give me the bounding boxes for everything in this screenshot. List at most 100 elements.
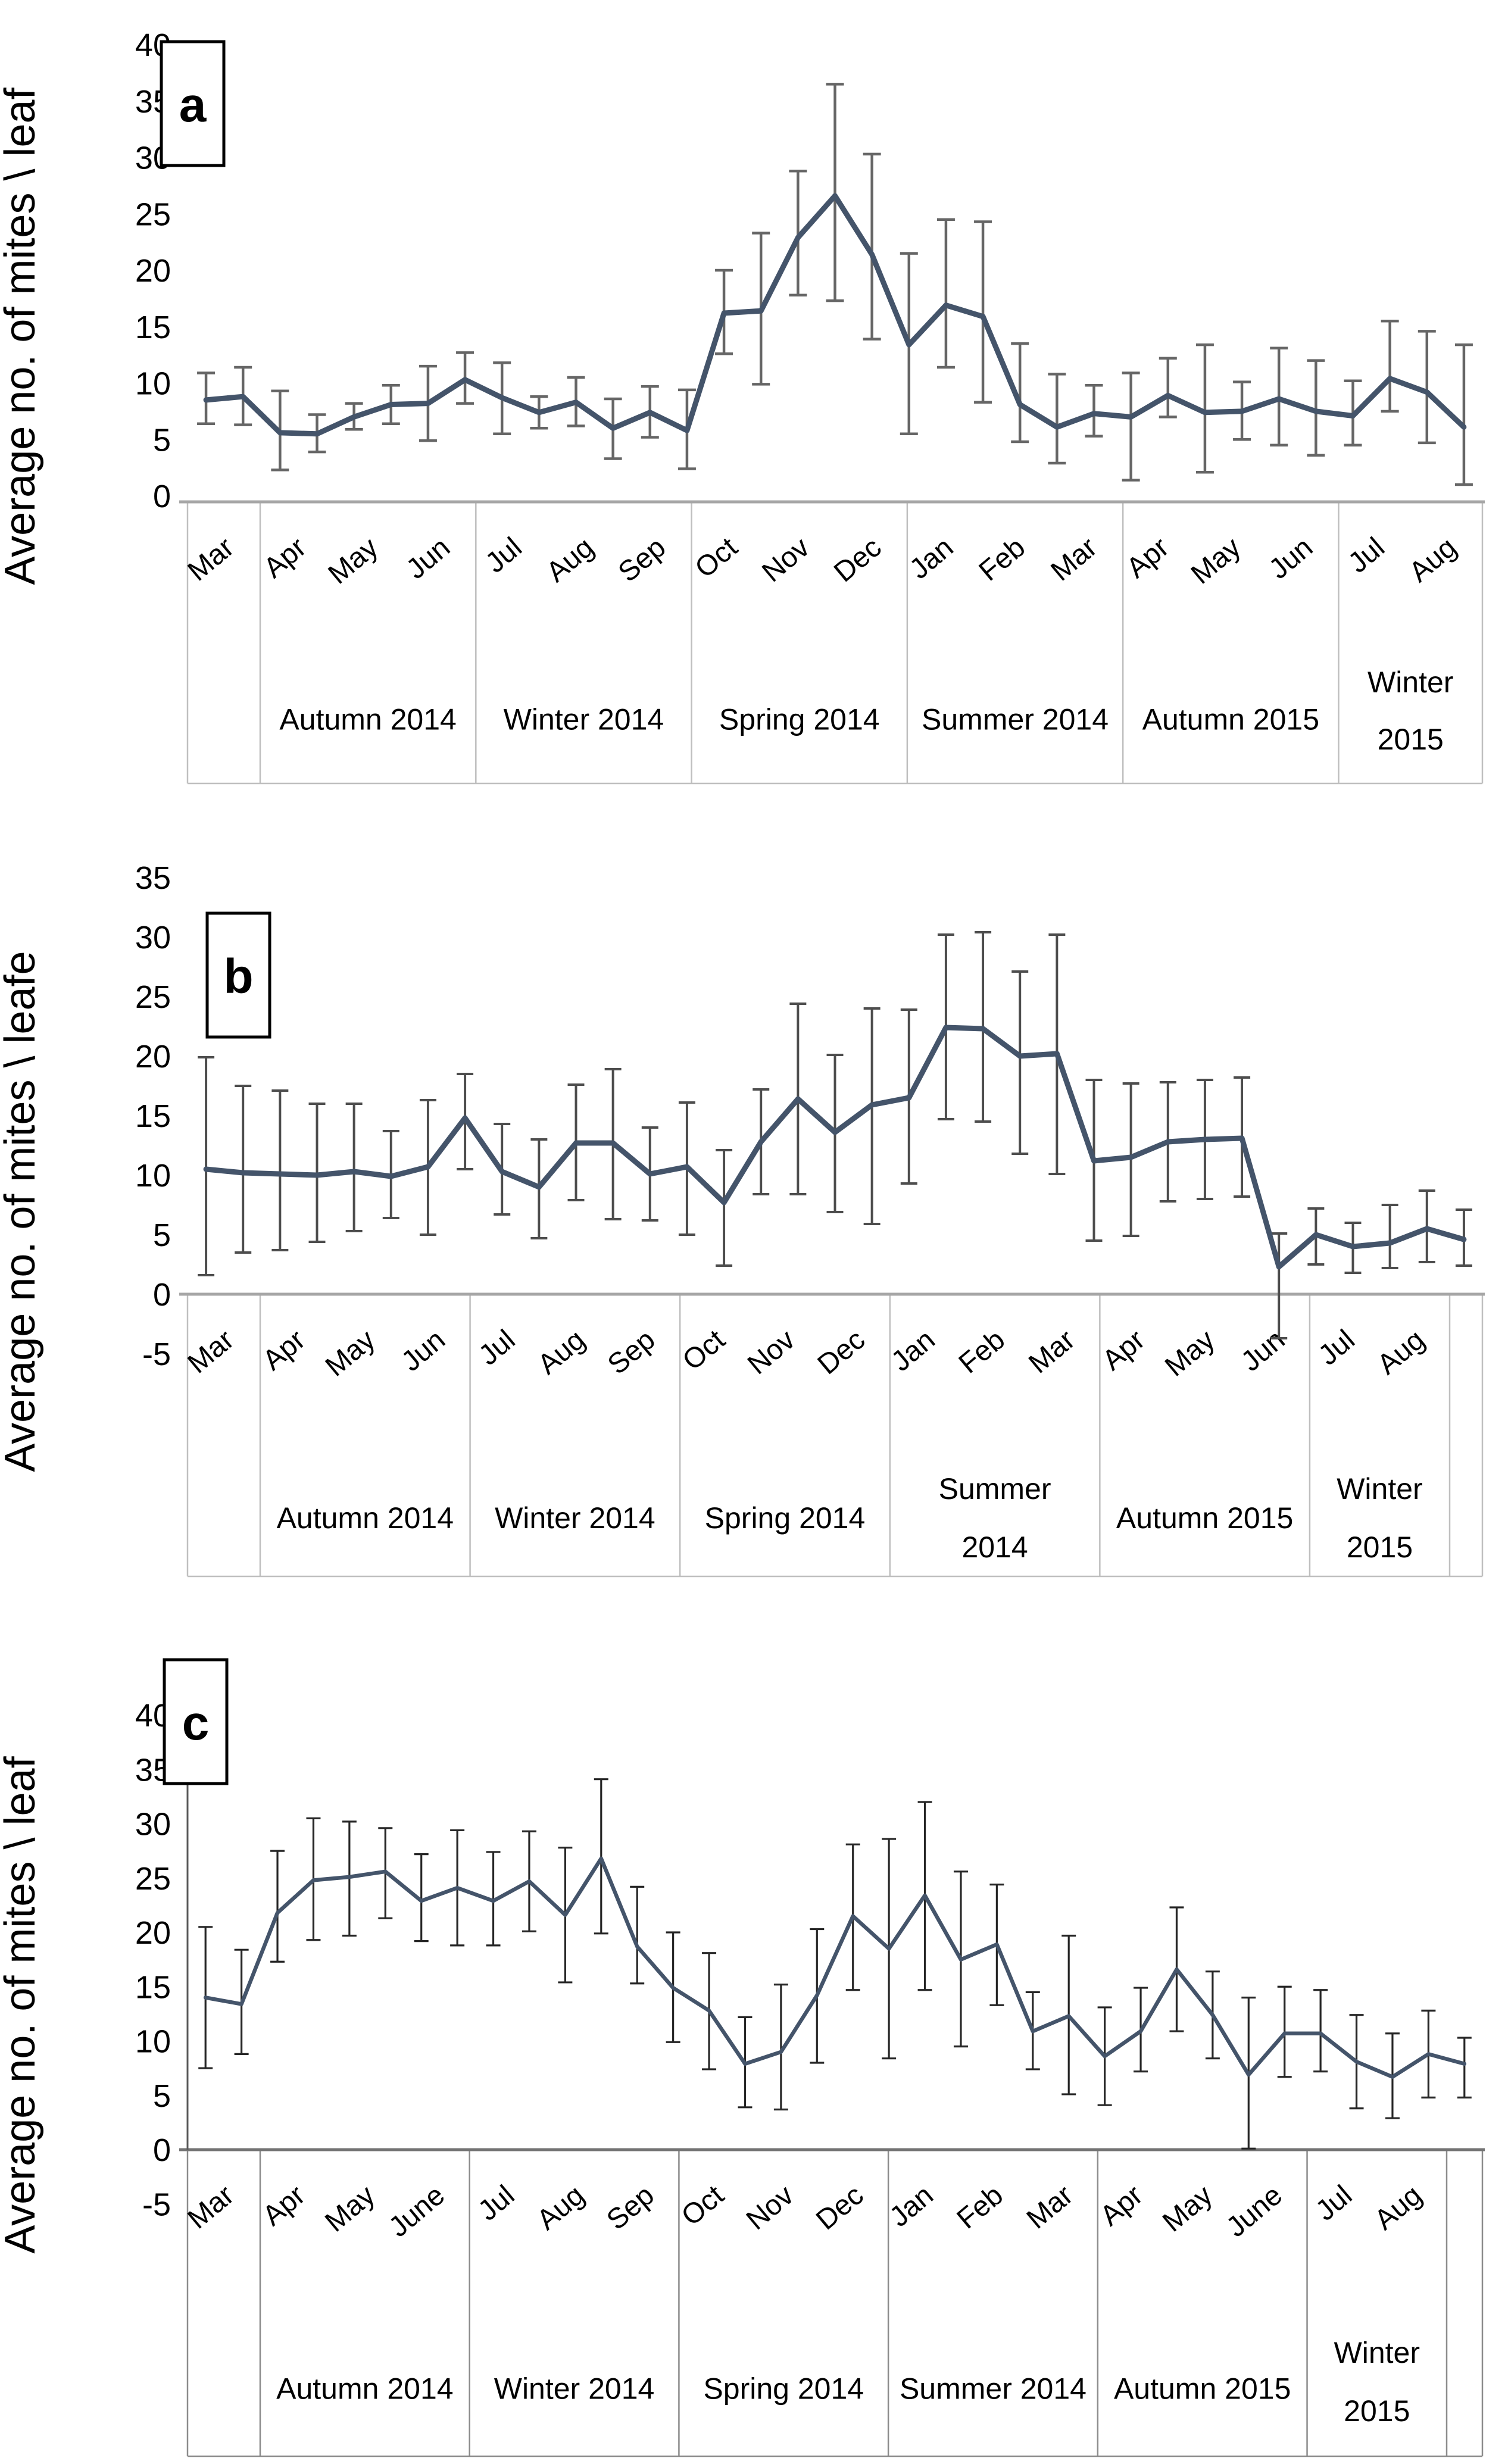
error-bar — [630, 1885, 645, 1985]
y-tick-label: -5 — [142, 1336, 171, 1372]
error-bar — [198, 1056, 215, 1276]
x-tick-month-label: Jun — [1263, 532, 1319, 585]
error-bar — [1048, 373, 1066, 465]
y-tick-label: 20 — [135, 1915, 171, 1951]
error-bar — [1011, 342, 1029, 444]
error-bar — [594, 1778, 608, 1935]
x-tick-month-label: May — [319, 2179, 381, 2238]
x-tick-month-label: Aug — [531, 2179, 590, 2236]
x-tick-month-label: Jan — [904, 532, 959, 585]
y-tick-label: 5 — [153, 422, 171, 458]
error-bar — [1381, 320, 1399, 413]
x-tick-month-label: Jul — [480, 532, 528, 579]
panel-label-letter: b — [223, 950, 253, 1004]
y-tick-label: 35 — [135, 860, 171, 896]
x-tick-month-label: Oct — [677, 1324, 731, 1377]
error-bar — [1307, 359, 1325, 457]
error-bar — [974, 220, 992, 404]
x-tick-month-label: May — [320, 1324, 382, 1383]
error-bar — [270, 1850, 285, 1963]
x-tick-month-label: Mar — [1045, 532, 1103, 588]
error-bar — [1011, 970, 1029, 1155]
x-tick-month-label: Apr — [1094, 2179, 1148, 2232]
x-tick-month-label: Apr — [1097, 1324, 1151, 1377]
season-label: Spring 2014 — [705, 1501, 866, 1535]
x-tick-month-label: Oct — [689, 532, 744, 585]
x-tick-month-label: Mar — [182, 2179, 240, 2235]
y-tick-label: 0 — [153, 1277, 171, 1313]
x-tick-month-label: Aug — [1403, 532, 1462, 588]
error-bar — [1159, 357, 1177, 419]
x-tick-month-label: Aug — [532, 1324, 591, 1381]
chart-panel-c: Mar Apr May June Jul Aug Sep Oct Nov Dec Jan Feb Mar… — [0, 1658, 1485, 2457]
y-tick-label: 5 — [153, 2078, 171, 2114]
y-tick-label: 15 — [135, 310, 171, 345]
y-tick-label: 10 — [135, 366, 171, 402]
error-bar — [716, 1149, 733, 1267]
x-tick-month-label: Nov — [741, 2179, 800, 2236]
x-tick-month-label: Apr — [257, 1324, 311, 1377]
y-tick-label: 0 — [153, 2132, 171, 2168]
x-tick-month-label: May — [1157, 2179, 1219, 2238]
season-label-line1: Winter — [1334, 2336, 1420, 2369]
y-tick-label: 10 — [135, 1158, 171, 1194]
error-bar — [271, 1089, 289, 1251]
x-tick-month-label: Dec — [810, 2179, 869, 2236]
season-label-line1: Winter — [1367, 666, 1453, 699]
error-bar — [1381, 1204, 1398, 1269]
error-bar — [789, 169, 807, 296]
season-label: Autumn 2015 — [1114, 2372, 1291, 2406]
x-tick-month-label: Nov — [742, 1324, 801, 1381]
x-tick-month-label: Jul — [1342, 532, 1391, 579]
x-tick-month-label: Feb — [951, 2179, 1009, 2235]
error-bar — [1122, 371, 1140, 482]
panel-label-letter: c — [182, 1696, 210, 1750]
x-tick-month-label: Jul — [473, 1324, 521, 1372]
data-series-line — [203, 193, 1467, 437]
error-bar — [414, 1853, 429, 1943]
season-label-line2: 2015 — [1378, 723, 1444, 756]
x-tick-month-label: Feb — [953, 1324, 1011, 1380]
error-bar — [1454, 343, 1473, 486]
x-tick-month-label: Aug — [1369, 2179, 1428, 2236]
error-bar — [773, 1984, 788, 2111]
error-bar — [863, 152, 881, 341]
season-label: Summer 2014 — [922, 703, 1109, 736]
x-tick-month-label: Mar — [1023, 1324, 1081, 1380]
x-tick-month-label: Dec — [812, 1324, 871, 1381]
season-label-line2: 2014 — [961, 1531, 1028, 1564]
x-tick-month-label: Jun — [396, 1324, 451, 1378]
x-tick-month-label: Apr — [258, 532, 312, 585]
x-tick-month-label: Jun — [401, 532, 456, 585]
x-tick-month-label: May — [1185, 532, 1247, 591]
season-label: Spring 2014 — [703, 2372, 864, 2406]
season-label: Spring 2014 — [719, 703, 880, 736]
season-label: Autumn 2015 — [1116, 1501, 1293, 1535]
panel-label-box — [205, 911, 271, 1039]
error-bar — [345, 1103, 363, 1232]
y-tick-label: 30 — [135, 1807, 171, 1842]
season-label-line2: 2015 — [1344, 2394, 1410, 2428]
error-bar — [1418, 330, 1436, 445]
season-label: Autumn 2014 — [276, 2372, 453, 2406]
error-bar — [1270, 1232, 1288, 1339]
season-label-line1: Winter — [1337, 1472, 1422, 1506]
season-label-line2: 2015 — [1347, 1531, 1413, 1564]
y-axis-title: Average no. of mites \ leafe — [0, 951, 44, 1472]
x-tick-month-label: Jul — [1313, 1324, 1361, 1372]
x-tick-month-label: May — [323, 532, 385, 591]
panel-label-letter: a — [179, 78, 207, 132]
x-tick-month-label: Jul — [1310, 2179, 1358, 2227]
x-tick-month-label: Dec — [828, 532, 887, 588]
y-axis-title: Average no. of mites \ leaf — [0, 87, 44, 585]
error-bar — [1313, 1989, 1328, 2073]
y-tick-label: 25 — [135, 979, 171, 1015]
x-tick-month-label: Nov — [756, 532, 815, 588]
x-tick-month-label: Mar — [182, 1324, 240, 1380]
x-tick-month-label: Jan — [885, 1324, 941, 1378]
error-bar — [1457, 2037, 1472, 2098]
y-tick-label: 0 — [153, 479, 171, 514]
x-tick-month-label: Jan — [883, 2179, 939, 2233]
season-label: Winter 2014 — [495, 1501, 655, 1535]
